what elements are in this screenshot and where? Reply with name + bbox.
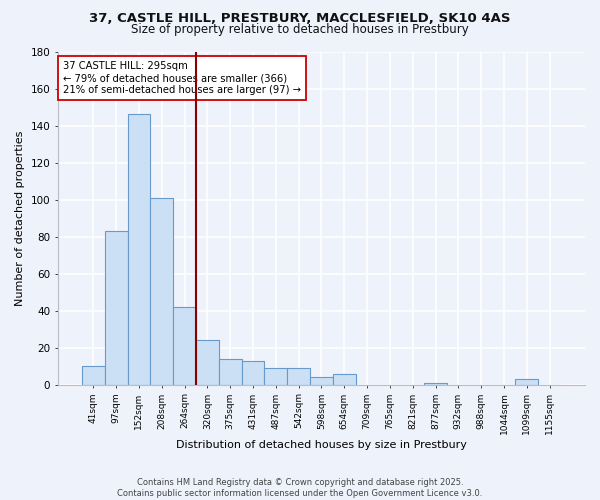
Bar — [219, 359, 242, 384]
Bar — [128, 114, 151, 384]
Bar — [82, 366, 105, 384]
Bar — [424, 383, 447, 384]
Bar — [515, 379, 538, 384]
Bar — [151, 198, 173, 384]
Text: 37, CASTLE HILL, PRESTBURY, MACCLESFIELD, SK10 4AS: 37, CASTLE HILL, PRESTBURY, MACCLESFIELD… — [89, 12, 511, 26]
Text: 37 CASTLE HILL: 295sqm
← 79% of detached houses are smaller (366)
21% of semi-de: 37 CASTLE HILL: 295sqm ← 79% of detached… — [63, 62, 301, 94]
Bar — [310, 378, 333, 384]
Bar — [287, 368, 310, 384]
Bar — [242, 360, 265, 384]
Bar — [333, 374, 356, 384]
Y-axis label: Number of detached properties: Number of detached properties — [15, 130, 25, 306]
Bar — [265, 368, 287, 384]
Text: Size of property relative to detached houses in Prestbury: Size of property relative to detached ho… — [131, 22, 469, 36]
X-axis label: Distribution of detached houses by size in Prestbury: Distribution of detached houses by size … — [176, 440, 467, 450]
Bar — [105, 231, 128, 384]
Text: Contains HM Land Registry data © Crown copyright and database right 2025.
Contai: Contains HM Land Registry data © Crown c… — [118, 478, 482, 498]
Bar — [196, 340, 219, 384]
Bar — [173, 307, 196, 384]
